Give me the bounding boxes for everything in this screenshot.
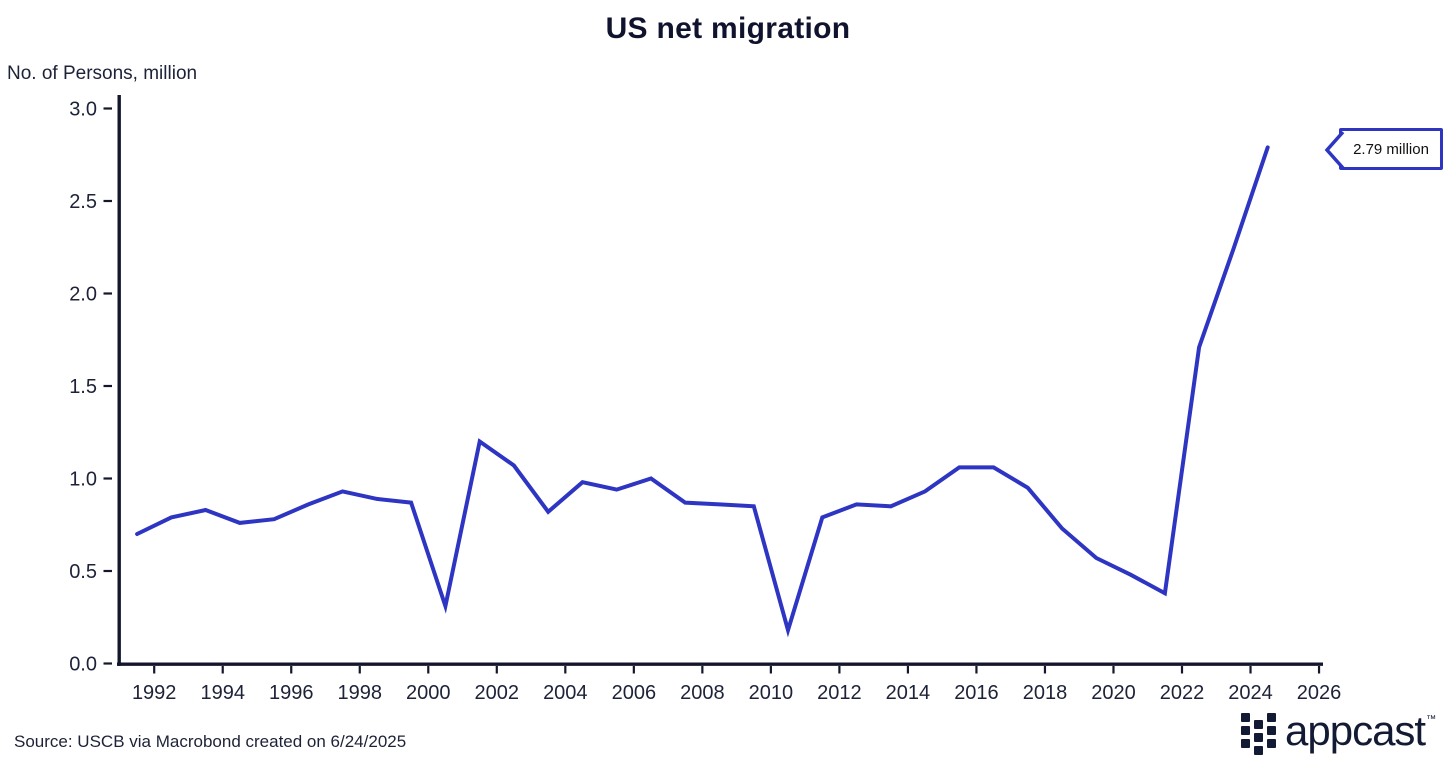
annotation-callout: 2.79 million — [1324, 128, 1443, 170]
appcast-wordmark: appcast — [1285, 707, 1426, 754]
x-tick-label: 2026 — [1297, 682, 1342, 704]
x-tick-label: 2020 — [1091, 682, 1136, 704]
callout-arrow-icon — [1324, 130, 1345, 170]
logo-grid-column — [1241, 713, 1250, 755]
x-tick-label: 2008 — [680, 682, 725, 704]
y-tick-label: 1.5 — [69, 376, 97, 398]
x-tick-label: 2012 — [817, 682, 862, 704]
x-tick-label: 2006 — [612, 682, 657, 704]
x-tick-label: 1996 — [269, 682, 314, 704]
x-tick-label: 1998 — [338, 682, 383, 704]
y-tick-label: 3.0 — [69, 99, 97, 121]
x-tick-label: 2002 — [475, 682, 520, 704]
chart-title: US net migration — [605, 12, 851, 45]
x-tick-label: 2014 — [886, 682, 931, 704]
x-tick-label: 2022 — [1160, 682, 1205, 704]
x-tick-label: 2010 — [749, 682, 794, 704]
x-tick-label: 2004 — [543, 682, 588, 704]
x-tick-label: 2018 — [1023, 682, 1068, 704]
logo-grid-column — [1254, 720, 1263, 755]
y-tick-label: 0.0 — [69, 654, 97, 676]
x-tick-label: 1994 — [200, 682, 245, 704]
appcast-logo: appcast ™ — [1241, 707, 1437, 755]
logo-grid-column — [1267, 713, 1276, 755]
x-tick-label: 2024 — [1228, 682, 1273, 704]
y-tick-label: 2.5 — [69, 191, 97, 213]
x-tick-label: 2016 — [954, 682, 999, 704]
series-line — [135, 145, 1270, 638]
annotation-label: 2.79 million — [1353, 140, 1429, 158]
y-tick-label: 0.5 — [69, 561, 97, 583]
y-tick-label: 2.0 — [69, 284, 97, 306]
trademark-symbol: ™ — [1426, 714, 1437, 725]
x-tick-label: 1992 — [132, 682, 177, 704]
y-axis-title: No. of Persons, million — [7, 63, 198, 84]
y-tick-label: 1.0 — [69, 469, 97, 491]
x-tick-label: 2000 — [406, 682, 451, 704]
source-note: Source: USCB via Macrobond created on 6/… — [14, 732, 407, 751]
appcast-logo-icon — [1241, 713, 1276, 755]
